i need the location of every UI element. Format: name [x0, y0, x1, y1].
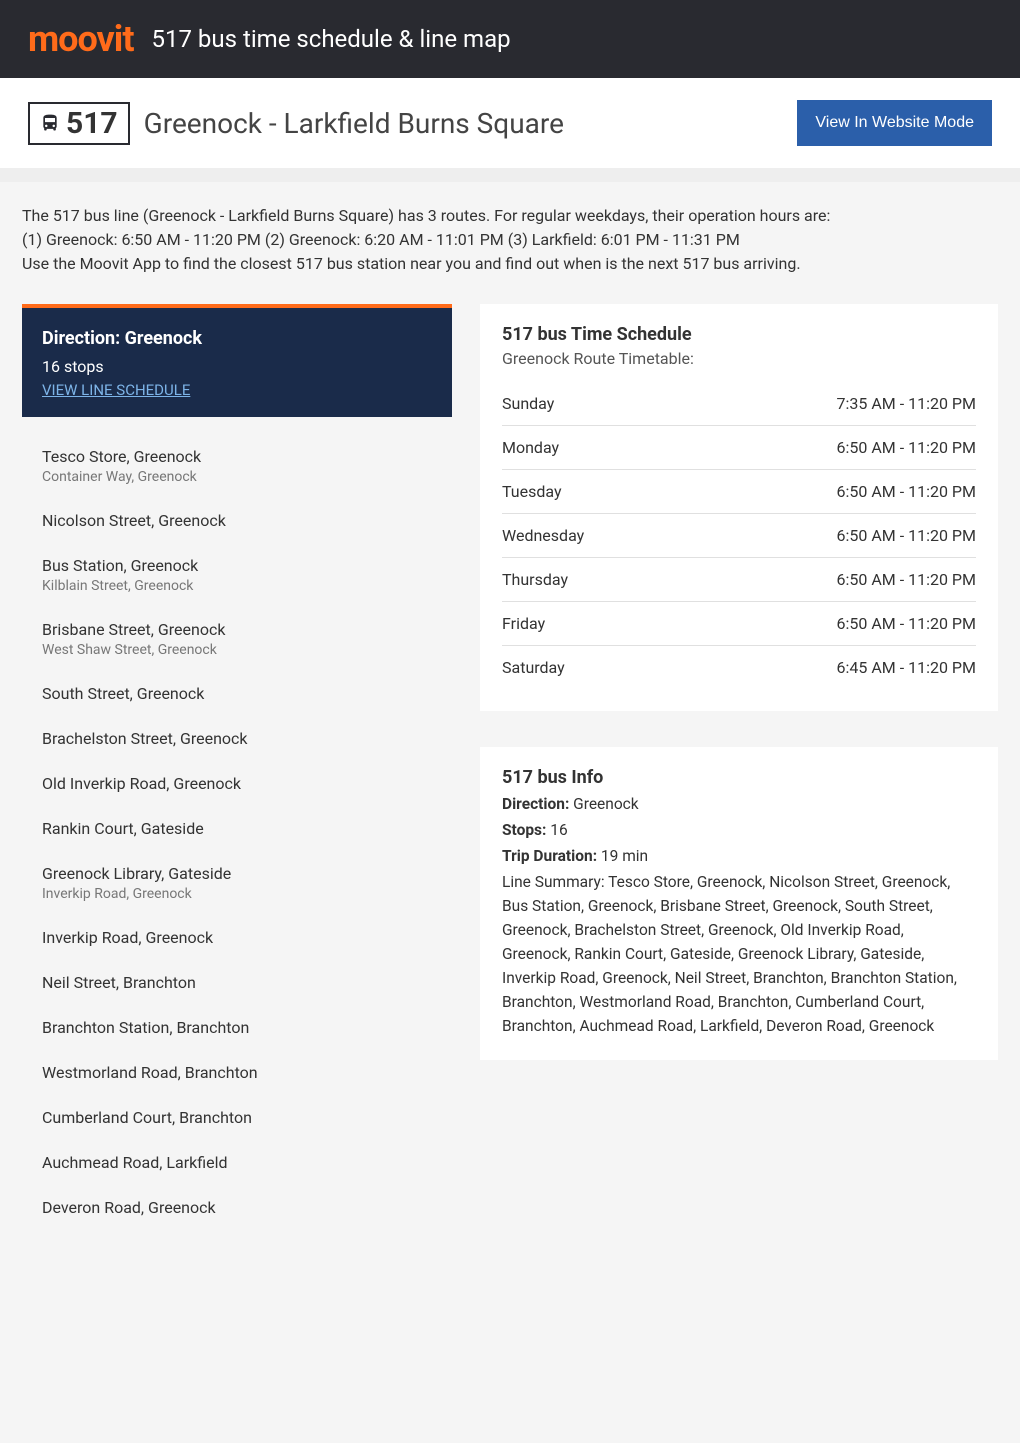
stop-name: Branchton Station, Branchton	[42, 1018, 432, 1037]
stops-count: 16 stops	[42, 357, 432, 376]
stop-item: Nicolson Street, Greenock	[42, 511, 432, 530]
stop-item: Brisbane Street, Greenock West Shaw Stree…	[42, 620, 432, 658]
stop-name: Tesco Store, Greenock	[42, 447, 432, 466]
intro-line-1: The 517 bus line (Greenock - Larkfield B…	[22, 204, 998, 228]
route-name: Greenock - Larkfield Burns Square	[144, 107, 564, 140]
route-badge: 517	[28, 102, 130, 145]
stop-item: Old Inverkip Road, Greenock	[42, 774, 432, 793]
stop-item: Bus Station, Greenock Kilblain Street, Gr…	[42, 556, 432, 594]
stop-name: Bus Station, Greenock	[42, 556, 432, 575]
stop-sub: West Shaw Street, Greenock	[42, 642, 432, 658]
schedule-panel: 517 bus Time Schedule Greenock Route Tim…	[480, 304, 998, 711]
stop-item: Westmorland Road, Branchton	[42, 1063, 432, 1082]
info-summary: Line Summary: Tesco Store, Greenock, Nic…	[502, 870, 976, 1038]
stop-item: Rankin Court, Gateside	[42, 819, 432, 838]
stop-name: Neil Street, Branchton	[42, 973, 432, 992]
info-summary-value: Tesco Store, Greenock, Nicolson Street, …	[502, 873, 957, 1035]
timetable-hours: 6:50 AM - 11:20 PM	[837, 438, 976, 457]
timetable-row: Wednesday 6:50 AM - 11:20 PM	[502, 514, 976, 558]
timetable-row: Friday 6:50 AM - 11:20 PM	[502, 602, 976, 646]
timetable-row: Monday 6:50 AM - 11:20 PM	[502, 426, 976, 470]
info-duration-value: 19 min	[597, 847, 648, 865]
timetable-hours: 7:35 AM - 11:20 PM	[837, 394, 976, 413]
info-direction-label: Direction:	[502, 795, 569, 813]
stop-sub: Container Way, Greenock	[42, 469, 432, 485]
info-stops: Stops: 16	[502, 818, 976, 842]
info-panel: 517 bus Info Direction: Greenock Stops: …	[480, 747, 998, 1060]
stop-name: Rankin Court, Gateside	[42, 819, 432, 838]
timetable-row: Sunday 7:35 AM - 11:20 PM	[502, 382, 976, 426]
stop-item: Greenock Library, Gateside Inverkip Road,…	[42, 864, 432, 902]
schedule-title: 517 bus Time Schedule	[502, 324, 976, 345]
timetable-day: Tuesday	[502, 482, 562, 501]
timetable-hours: 6:45 AM - 11:20 PM	[837, 658, 976, 677]
direction-box: Direction: Greenock 16 stops VIEW LINE S…	[22, 304, 452, 417]
stop-name: South Street, Greenock	[42, 684, 432, 703]
timetable-hours: 6:50 AM - 11:20 PM	[837, 482, 976, 501]
info-direction: Direction: Greenock	[502, 792, 976, 816]
timetable-row: Saturday 6:45 AM - 11:20 PM	[502, 646, 976, 689]
right-column: 517 bus Time Schedule Greenock Route Tim…	[480, 304, 998, 1096]
info-direction-value: Greenock	[569, 795, 638, 813]
stop-name: Brachelston Street, Greenock	[42, 729, 432, 748]
stop-item: Neil Street, Branchton	[42, 973, 432, 992]
timetable-day: Wednesday	[502, 526, 584, 545]
stop-item: South Street, Greenock	[42, 684, 432, 703]
intro-line-2: (1) Greenock: 6:50 AM - 11:20 PM (2) Gre…	[22, 228, 998, 252]
view-website-button[interactable]: View In Website Mode	[797, 100, 992, 146]
site-header: moovit 517 bus time schedule & line map	[0, 0, 1020, 78]
stop-name: Old Inverkip Road, Greenock	[42, 774, 432, 793]
intro-line-3: Use the Moovit App to find the closest 5…	[22, 252, 998, 276]
route-number: 517	[66, 106, 118, 141]
info-title: 517 bus Info	[502, 767, 976, 788]
timetable-day: Monday	[502, 438, 559, 457]
stop-name: Westmorland Road, Branchton	[42, 1063, 432, 1082]
subheader: 517 Greenock - Larkfield Burns Square Vi…	[0, 78, 1020, 168]
info-summary-label: Line Summary:	[502, 873, 605, 891]
stop-item: Auchmead Road, Larkfield	[42, 1153, 432, 1172]
stop-name: Nicolson Street, Greenock	[42, 511, 432, 530]
stop-sub: Inverkip Road, Greenock	[42, 886, 432, 902]
moovit-logo: moovit	[28, 18, 134, 60]
left-column: Direction: Greenock 16 stops VIEW LINE S…	[22, 304, 452, 1243]
intro-text: The 517 bus line (Greenock - Larkfield B…	[0, 182, 1020, 304]
timetable: Sunday 7:35 AM - 11:20 PM Monday 6:50 AM - …	[502, 382, 976, 689]
stop-item: Brachelston Street, Greenock	[42, 729, 432, 748]
stop-item: Cumberland Court, Branchton	[42, 1108, 432, 1127]
stop-name: Cumberland Court, Branchton	[42, 1108, 432, 1127]
info-stops-label: Stops:	[502, 821, 546, 839]
timetable-day: Sunday	[502, 394, 554, 413]
timetable-row: Thursday 6:50 AM - 11:20 PM	[502, 558, 976, 602]
main-columns: Direction: Greenock 16 stops VIEW LINE S…	[0, 304, 1020, 1303]
stop-item: Deveron Road, Greenock	[42, 1198, 432, 1217]
timetable-hours: 6:50 AM - 11:20 PM	[837, 614, 976, 633]
info-duration-label: Trip Duration:	[502, 847, 597, 865]
direction-title: Direction: Greenock	[42, 328, 432, 349]
stop-name: Deveron Road, Greenock	[42, 1198, 432, 1217]
timetable-day: Thursday	[502, 570, 568, 589]
stop-name: Greenock Library, Gateside	[42, 864, 432, 883]
stop-name: Auchmead Road, Larkfield	[42, 1153, 432, 1172]
timetable-hours: 6:50 AM - 11:20 PM	[837, 526, 976, 545]
timetable-hours: 6:50 AM - 11:20 PM	[837, 570, 976, 589]
stop-sub: Kilblain Street, Greenock	[42, 578, 432, 594]
subheader-left: 517 Greenock - Larkfield Burns Square	[28, 102, 564, 145]
info-duration: Trip Duration: 19 min	[502, 844, 976, 868]
stop-item: Branchton Station, Branchton	[42, 1018, 432, 1037]
stop-item: Tesco Store, Greenock Container Way, Gree…	[42, 447, 432, 485]
timetable-day: Friday	[502, 614, 545, 633]
stop-name: Brisbane Street, Greenock	[42, 620, 432, 639]
timetable-row: Tuesday 6:50 AM - 11:20 PM	[502, 470, 976, 514]
info-stops-value: 16	[546, 821, 567, 839]
timetable-day: Saturday	[502, 658, 565, 677]
stop-item: Inverkip Road, Greenock	[42, 928, 432, 947]
page-title: 517 bus time schedule & line map	[152, 25, 511, 53]
stops-list: Tesco Store, Greenock Container Way, Gree…	[22, 447, 452, 1217]
stop-name: Inverkip Road, Greenock	[42, 928, 432, 947]
bus-icon	[40, 113, 60, 133]
schedule-subtitle: Greenock Route Timetable:	[502, 349, 976, 368]
view-line-schedule-link[interactable]: VIEW LINE SCHEDULE	[42, 381, 190, 399]
subheader-wrap: 517 Greenock - Larkfield Burns Square Vi…	[0, 78, 1020, 182]
